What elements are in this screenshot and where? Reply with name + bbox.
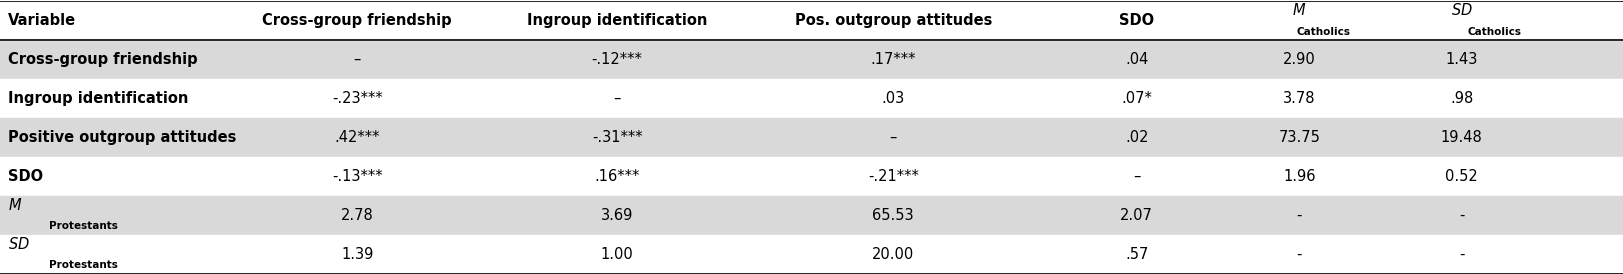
Bar — [0, 196, 1623, 235]
Text: .02: .02 — [1125, 130, 1147, 145]
Text: –: – — [1133, 169, 1139, 184]
Text: .03: .03 — [881, 91, 904, 106]
Bar — [0, 40, 1623, 79]
Text: Ingroup identification: Ingroup identification — [8, 91, 188, 106]
Bar — [0, 157, 1623, 196]
Text: .98: .98 — [1449, 91, 1472, 106]
Text: Catholics: Catholics — [1466, 27, 1521, 37]
Text: .16***: .16*** — [594, 169, 639, 184]
Bar — [0, 235, 1623, 274]
Text: Protestants: Protestants — [49, 260, 117, 270]
Text: –: – — [354, 52, 360, 67]
Bar — [0, 79, 1623, 118]
Text: -: - — [1295, 208, 1302, 223]
Text: 3.78: 3.78 — [1282, 91, 1315, 106]
Bar — [0, 118, 1623, 157]
Text: 1.39: 1.39 — [341, 247, 373, 262]
Text: 73.75: 73.75 — [1277, 130, 1319, 145]
Text: 0.52: 0.52 — [1444, 169, 1477, 184]
Text: .04: .04 — [1125, 52, 1147, 67]
Text: Protestants: Protestants — [49, 221, 117, 232]
Text: 1.00: 1.00 — [601, 247, 633, 262]
Text: 3.69: 3.69 — [601, 208, 633, 223]
Text: Cross-group friendship: Cross-group friendship — [263, 13, 451, 28]
Text: Pos. outgroup attitudes: Pos. outgroup attitudes — [794, 13, 992, 28]
Text: Cross-group friendship: Cross-group friendship — [8, 52, 198, 67]
Text: Ingroup identification: Ingroup identification — [526, 13, 708, 28]
Text: 2.90: 2.90 — [1282, 52, 1315, 67]
Text: -.13***: -.13*** — [331, 169, 383, 184]
Text: Catholics: Catholics — [1295, 27, 1350, 37]
Bar — [0, 1, 1623, 40]
Text: .57: .57 — [1125, 247, 1147, 262]
Text: -: - — [1457, 208, 1464, 223]
Text: 1.43: 1.43 — [1444, 52, 1477, 67]
Text: SDO: SDO — [1118, 13, 1154, 28]
Text: 65.53: 65.53 — [872, 208, 914, 223]
Text: .07*: .07* — [1120, 91, 1152, 106]
Text: 2.78: 2.78 — [341, 208, 373, 223]
Text: -: - — [1457, 247, 1464, 262]
Text: -.23***: -.23*** — [331, 91, 383, 106]
Text: -.21***: -.21*** — [867, 169, 919, 184]
Text: -.12***: -.12*** — [591, 52, 643, 67]
Text: .42***: .42*** — [334, 130, 380, 145]
Text: 2.07: 2.07 — [1120, 208, 1152, 223]
Text: Positive outgroup attitudes: Positive outgroup attitudes — [8, 130, 237, 145]
Text: 1.96: 1.96 — [1282, 169, 1315, 184]
Text: -.31***: -.31*** — [591, 130, 643, 145]
Text: –: – — [613, 91, 620, 106]
Text: $M$: $M$ — [1292, 2, 1305, 18]
Text: Variable: Variable — [8, 13, 76, 28]
Text: -: - — [1295, 247, 1302, 262]
Text: 20.00: 20.00 — [872, 247, 914, 262]
Text: –: – — [889, 130, 896, 145]
Text: $SD$: $SD$ — [1449, 2, 1472, 18]
Text: .17***: .17*** — [870, 52, 915, 67]
Text: SDO: SDO — [8, 169, 44, 184]
Text: $M$: $M$ — [8, 197, 23, 213]
Text: 19.48: 19.48 — [1440, 130, 1482, 145]
Text: $SD$: $SD$ — [8, 236, 29, 252]
